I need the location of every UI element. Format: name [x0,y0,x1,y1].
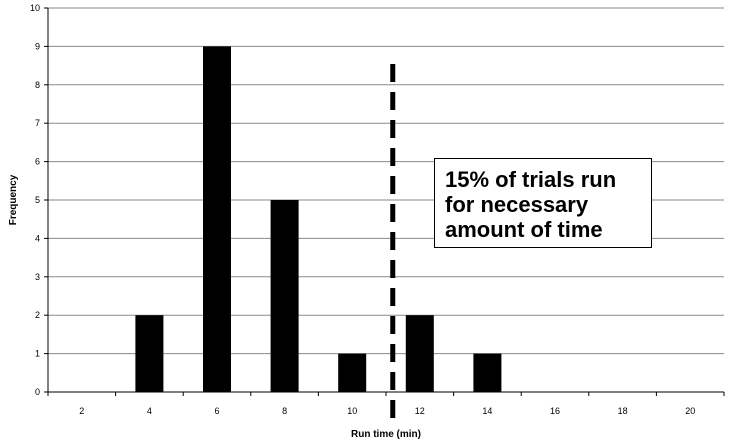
x-tick-label: 18 [618,406,628,416]
x-tick-label: 14 [482,406,492,416]
x-tick-label: 12 [415,406,425,416]
y-tick-label: 1 [35,349,40,359]
y-tick-label: 8 [35,80,40,90]
x-tick-label: 10 [347,406,357,416]
y-tick-label: 9 [35,41,40,51]
x-axis-title: Run time (min) [351,429,421,440]
annotation-box: 15% of trials run for necessary amount o… [434,158,652,248]
bar-6 [203,46,231,393]
y-tick-label: 3 [35,272,40,282]
annotation-line-1: 15% of trials run [445,167,617,192]
x-tick-label: 16 [550,406,560,416]
y-tick-label: 4 [35,233,40,243]
x-tick-label: 8 [282,406,287,416]
x-tick-label: 20 [685,406,695,416]
annotation-line-3: amount of time [445,217,603,242]
x-tick-label: 6 [214,406,219,416]
bar-10 [338,353,367,392]
y-tick-label: 5 [35,195,40,205]
bar-4 [135,315,164,392]
x-tick-label: 4 [147,406,152,416]
x-tick-label: 2 [79,406,84,416]
bar-8 [270,200,299,392]
annotation-line-2: for necessary [445,192,589,217]
y-tick-label: 7 [35,118,40,128]
bar-14 [473,353,502,392]
y-tick-label: 2 [35,310,40,320]
bar-12 [405,315,434,392]
y-tick-label: 6 [35,157,40,167]
y-tick-label: 0 [35,387,40,397]
y-tick-label: 10 [30,3,40,13]
y-axis-title: Frequency [8,174,19,225]
